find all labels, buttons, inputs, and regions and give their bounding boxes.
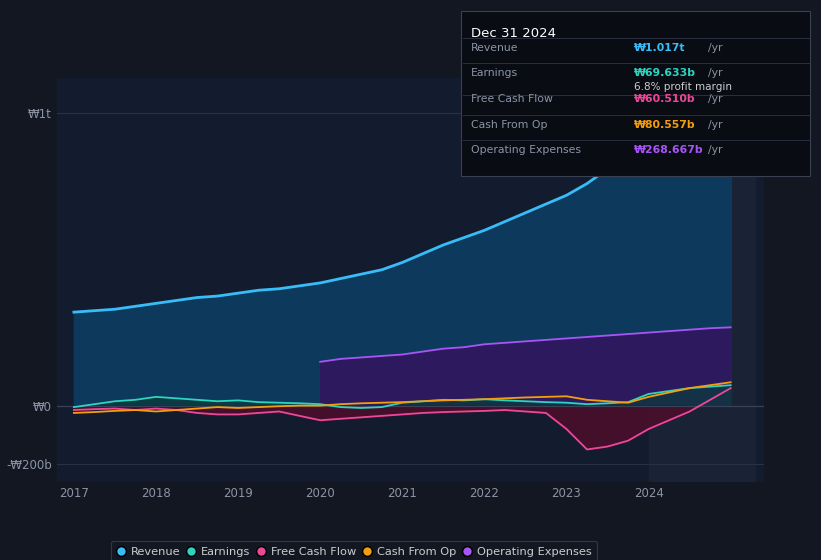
Bar: [649, 78, 755, 482]
Text: ₩1.017t: ₩1.017t: [634, 43, 686, 53]
Text: Free Cash Flow: Free Cash Flow: [471, 94, 553, 104]
Text: ₩69.633b: ₩69.633b: [634, 68, 696, 78]
Text: Cash From Op: Cash From Op: [471, 119, 548, 129]
Text: /yr: /yr: [708, 68, 722, 78]
Text: Dec 31 2024: Dec 31 2024: [471, 27, 557, 40]
Text: /yr: /yr: [708, 119, 722, 129]
Text: 6.8% profit margin: 6.8% profit margin: [634, 82, 732, 92]
Text: /yr: /yr: [708, 43, 722, 53]
Text: Earnings: Earnings: [471, 68, 518, 78]
Text: Revenue: Revenue: [471, 43, 519, 53]
Text: ₩268.667b: ₩268.667b: [634, 145, 704, 155]
Text: ₩60.510b: ₩60.510b: [634, 94, 695, 104]
Text: /yr: /yr: [708, 94, 722, 104]
Text: ₩80.557b: ₩80.557b: [634, 119, 695, 129]
Legend: Revenue, Earnings, Free Cash Flow, Cash From Op, Operating Expenses: Revenue, Earnings, Free Cash Flow, Cash …: [111, 541, 598, 560]
Text: Operating Expenses: Operating Expenses: [471, 145, 581, 155]
Text: /yr: /yr: [708, 145, 722, 155]
